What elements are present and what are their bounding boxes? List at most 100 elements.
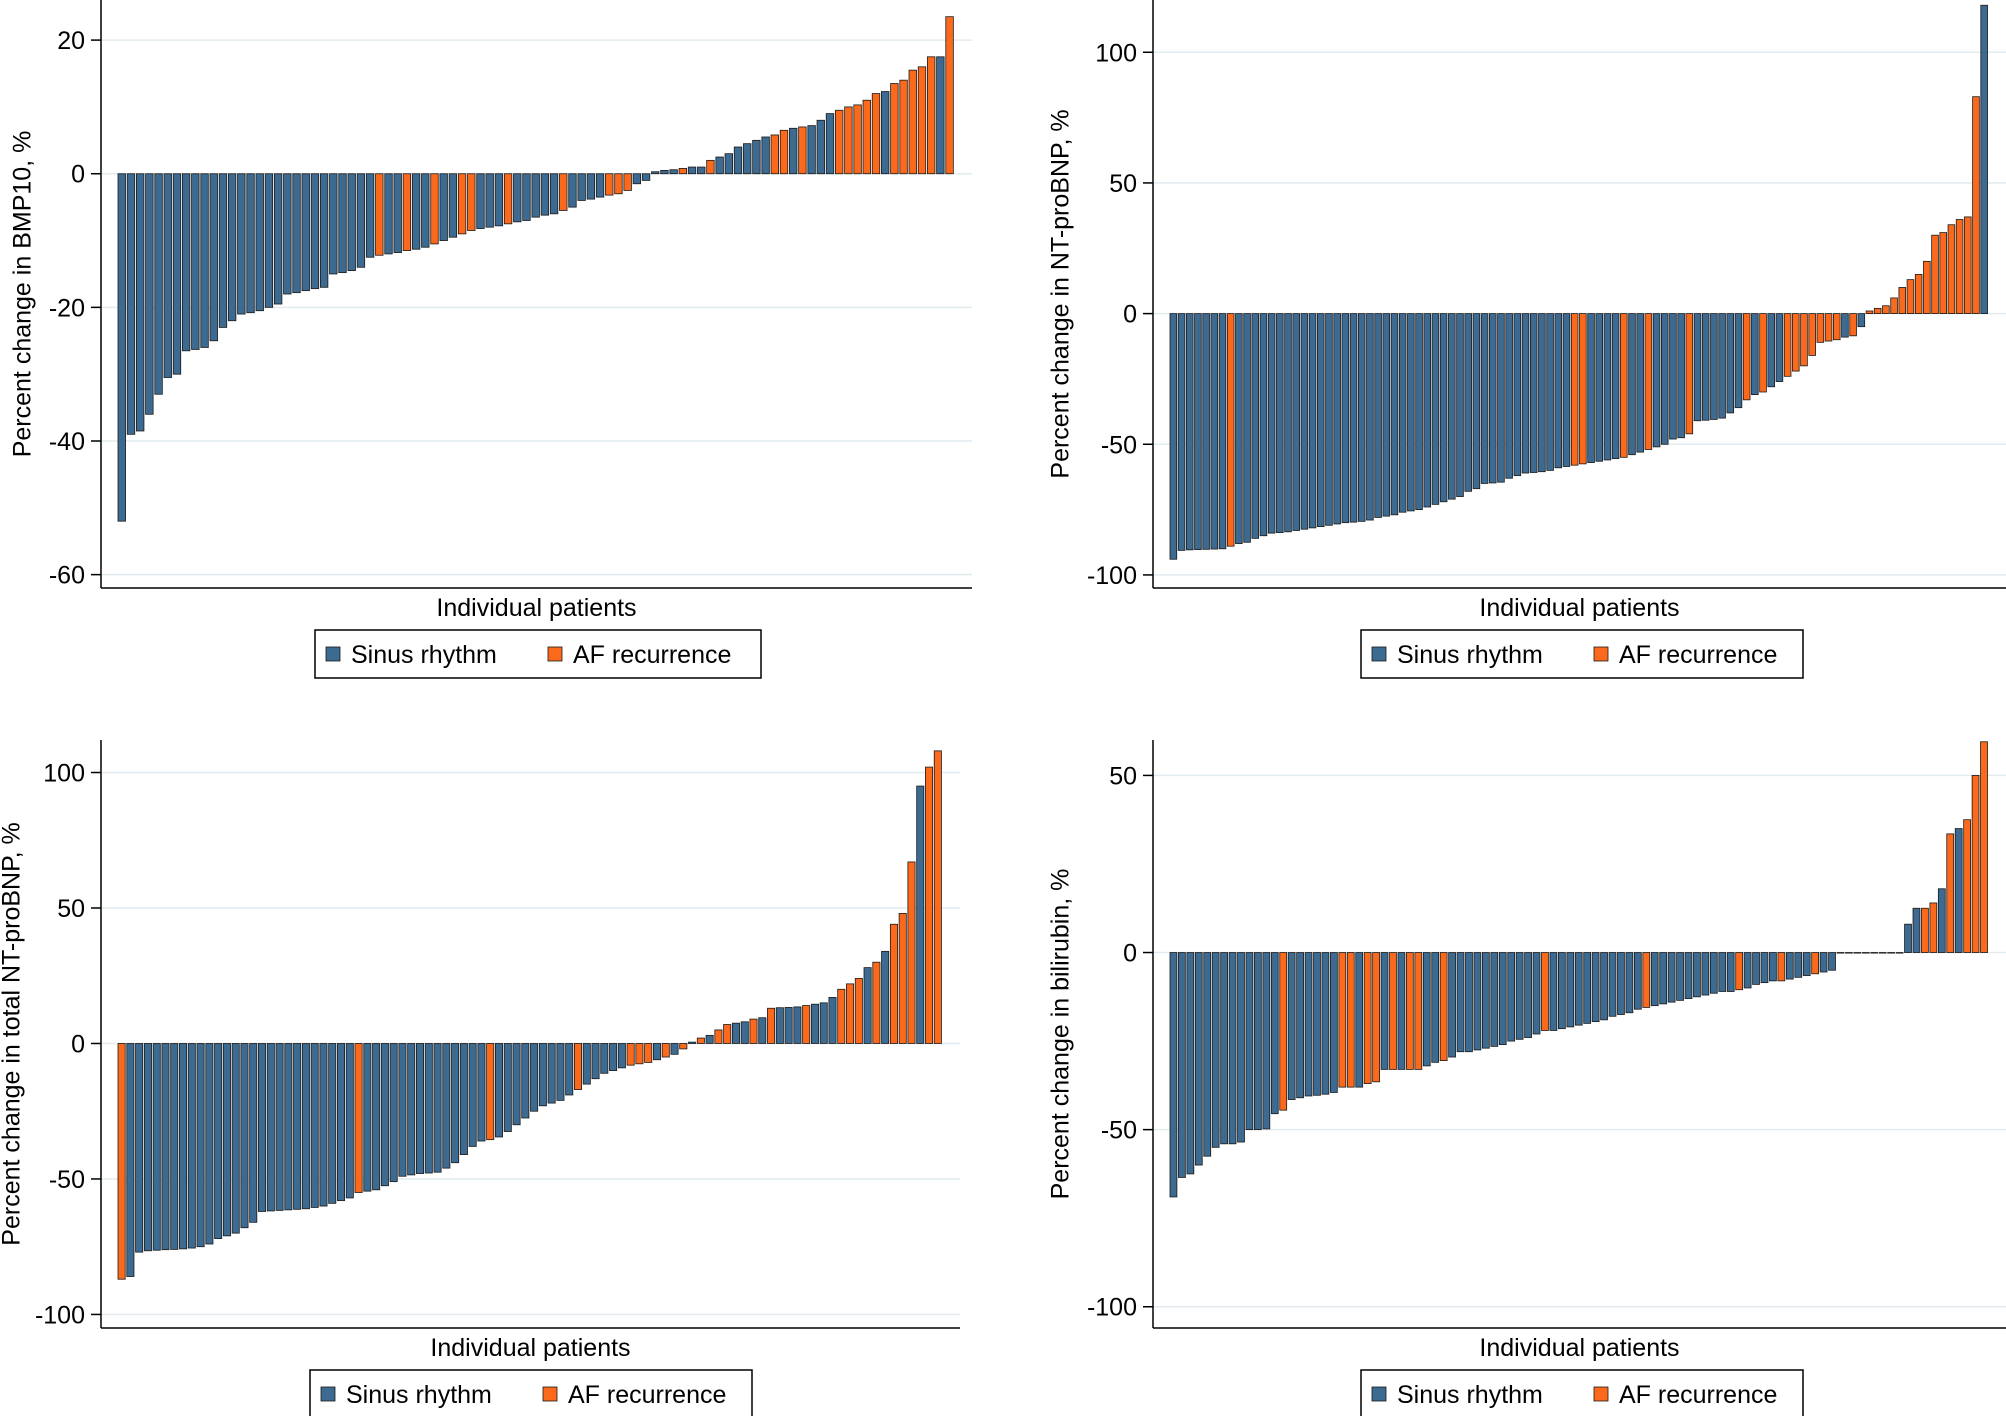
- bar-sinus-rhythm: [538, 1043, 547, 1107]
- bar-sinus-rhythm: [1456, 313, 1464, 497]
- bar-sinus-rhythm: [187, 1043, 196, 1249]
- bar-sinus-rhythm: [1505, 313, 1513, 479]
- bar-af-recurrence: [899, 79, 908, 175]
- y-axis-label: Percent change in bilirubin, %: [1047, 869, 1075, 1200]
- bar-sinus-rhythm: [793, 1006, 802, 1044]
- bar-sinus-rhythm: [1202, 313, 1210, 550]
- y-tick-label: 100: [1095, 39, 1137, 67]
- y-tick-label: -50: [1101, 431, 1137, 459]
- bar-sinus-rhythm: [1431, 313, 1440, 505]
- legend-label-sinus: Sinus rhythm: [1397, 641, 1543, 669]
- bar-af-recurrence: [1914, 273, 1923, 314]
- bar-sinus-rhythm: [1203, 952, 1212, 1157]
- bar-sinus-rhythm: [1439, 313, 1448, 503]
- bar-af-recurrence: [559, 173, 568, 211]
- legend-label-sinus: Sinus rhythm: [1397, 1381, 1543, 1409]
- y-tick-label: 50: [1109, 170, 1137, 198]
- y-tick-label: 0: [1123, 940, 1137, 968]
- bar-sinus-rhythm: [415, 1043, 424, 1174]
- bar-sinus-rhythm: [468, 1043, 477, 1147]
- bar-sinus-rhythm: [126, 173, 136, 435]
- bar-sinus-rhythm: [1726, 313, 1735, 414]
- bar-sinus-rhythm: [1472, 313, 1481, 490]
- chart-svg-bilirubin: 50 0 -50 -100 Individual patients Percent cha…: [1047, 740, 2006, 1419]
- legend-swatch-af: [1593, 646, 1609, 662]
- bar-sinus-rhythm: [1603, 313, 1612, 461]
- bar-sinus-rhythm: [595, 173, 605, 198]
- bar-af-recurrence: [862, 99, 871, 175]
- bar-sinus-rhythm: [1980, 4, 1988, 314]
- bar-sinus-rhythm: [1557, 952, 1566, 1030]
- bar-af-recurrence: [1832, 313, 1841, 341]
- bar-sinus-rhythm: [1676, 952, 1684, 1001]
- bar-sinus-rhythm: [586, 173, 596, 200]
- bar-sinus-rhythm: [1464, 313, 1472, 492]
- bar-sinus-rhythm: [1423, 313, 1432, 508]
- bar-sinus-rhythm: [881, 91, 890, 175]
- bar-sinus-rhythm: [1819, 952, 1828, 973]
- bar-sinus-rhythm: [609, 1043, 618, 1071]
- bar-sinus-rhythm: [1259, 313, 1268, 537]
- bar-sinus-rhythm: [1751, 313, 1759, 396]
- bar-sinus-rhythm: [1296, 952, 1304, 1099]
- bar-sinus-rhythm: [1300, 313, 1309, 530]
- y-tick-label: -100: [35, 1301, 85, 1329]
- bar-sinus-rhythm: [1325, 313, 1333, 526]
- bar-sinus-rhythm: [1853, 952, 1862, 954]
- bar-sinus-rhythm: [705, 1034, 714, 1044]
- bar-af-recurrence: [933, 750, 942, 1044]
- legend-swatch-af: [547, 646, 563, 662]
- bar-sinus-rhythm: [1566, 952, 1575, 1028]
- bar-sinus-rhythm: [936, 56, 945, 175]
- bar-sinus-rhythm: [246, 173, 255, 314]
- bar-sinus-rhythm: [477, 1043, 486, 1142]
- bar-af-recurrence: [908, 69, 917, 175]
- bar-af-recurrence: [927, 56, 936, 175]
- bar-sinus-rhythm: [442, 1043, 451, 1169]
- bar-af-recurrence: [679, 1043, 688, 1050]
- bar-sinus-rhythm: [1243, 313, 1251, 543]
- bar-sinus-rhythm: [1769, 952, 1777, 982]
- bar-sinus-rhythm: [152, 1043, 161, 1251]
- bar-sinus-rhythm: [1422, 952, 1431, 1067]
- bar-af-recurrence: [1849, 313, 1857, 337]
- bar-sinus-rhythm: [284, 1043, 293, 1211]
- bar-sinus-rhythm: [825, 113, 835, 175]
- bar-sinus-rhythm: [1937, 888, 1946, 953]
- bar-sinus-rhythm: [1186, 952, 1195, 1175]
- bar-sinus-rhythm: [356, 173, 366, 268]
- bar-af-recurrence: [457, 173, 467, 235]
- bar-sinus-rhythm: [1380, 952, 1389, 1070]
- bar-af-recurrence: [626, 1043, 635, 1066]
- bar-af-recurrence: [678, 167, 688, 175]
- bar-sinus-rhythm: [513, 173, 522, 223]
- bar-sinus-rhythm: [1617, 952, 1625, 1015]
- bar-sinus-rhythm: [1210, 313, 1219, 550]
- bar-af-recurrence: [635, 1043, 644, 1065]
- bar-sinus-rhythm: [292, 173, 301, 294]
- bar-sinus-rhythm: [393, 173, 402, 253]
- bar-sinus-rhythm: [338, 173, 347, 274]
- bar-sinus-rhythm: [1709, 952, 1718, 994]
- bar-sinus-rhythm: [547, 1043, 556, 1104]
- bar-sinus-rhythm: [1254, 952, 1262, 1131]
- bar-af-recurrence: [1923, 260, 1931, 314]
- bar-sinus-rhythm: [724, 153, 733, 175]
- bar-sinus-rhythm: [1313, 952, 1321, 1096]
- bar-af-recurrence: [1946, 833, 1955, 953]
- bar-sinus-rhythm: [670, 1043, 679, 1055]
- bar-sinus-rhythm: [293, 1043, 302, 1210]
- bar-af-recurrence: [354, 1043, 363, 1193]
- bar-sinus-rhythm: [1628, 313, 1636, 456]
- legend: Sinus rhythm AF recurrence: [309, 1369, 753, 1419]
- bar-sinus-rhythm: [1431, 952, 1440, 1063]
- bar-sinus-rhythm: [365, 173, 375, 258]
- y-tick-label: -20: [49, 294, 85, 322]
- bar-sinus-rhythm: [448, 173, 458, 238]
- bar-sinus-rhythm: [1398, 313, 1407, 513]
- bar-sinus-rhythm: [1448, 313, 1456, 500]
- bar-sinus-rhythm: [1211, 952, 1220, 1148]
- bar-sinus-rhythm: [1677, 313, 1685, 439]
- bar-sinus-rhythm: [389, 1043, 398, 1183]
